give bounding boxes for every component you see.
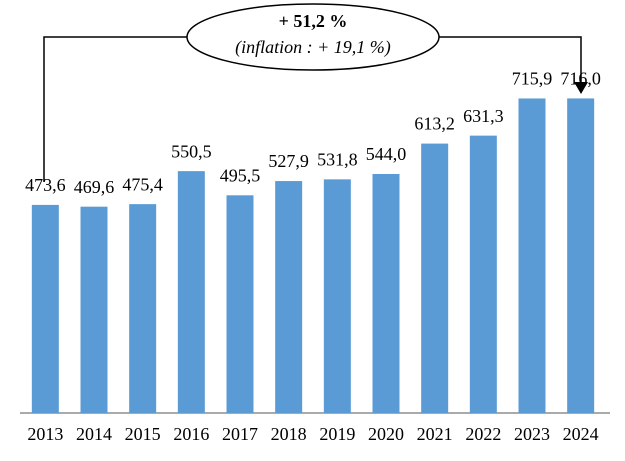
bar bbox=[80, 206, 108, 413]
bar bbox=[323, 179, 351, 413]
annotation-ellipse bbox=[186, 3, 440, 71]
x-tick-label: 2017 bbox=[222, 424, 258, 444]
bar bbox=[177, 171, 205, 413]
value-label: 475,4 bbox=[122, 174, 163, 194]
value-label: 495,5 bbox=[220, 165, 261, 185]
bar bbox=[226, 195, 254, 413]
x-tick-label: 2019 bbox=[319, 424, 355, 444]
bar bbox=[518, 98, 546, 413]
x-tick-label: 2015 bbox=[125, 424, 161, 444]
value-label: 550,5 bbox=[171, 141, 212, 161]
x-tick-label: 2014 bbox=[76, 424, 112, 444]
bar bbox=[275, 181, 303, 413]
bracket-right bbox=[439, 36, 582, 84]
value-label: 473,6 bbox=[25, 175, 66, 195]
value-label: 716,0 bbox=[560, 69, 601, 89]
bar bbox=[31, 204, 59, 413]
value-label: 613,2 bbox=[414, 114, 455, 134]
x-tick-label: 2013 bbox=[27, 424, 63, 444]
bar bbox=[469, 135, 497, 413]
x-tick-label: 2018 bbox=[271, 424, 307, 444]
x-tick-label: 2020 bbox=[368, 424, 404, 444]
bar bbox=[129, 204, 157, 413]
value-label: 715,9 bbox=[512, 69, 553, 89]
bar bbox=[372, 173, 400, 413]
x-tick-label: 2022 bbox=[465, 424, 501, 444]
value-label: 544,0 bbox=[366, 144, 407, 164]
annotation-title: + 51,2 % bbox=[279, 11, 348, 31]
bar bbox=[567, 98, 595, 413]
value-label: 469,6 bbox=[74, 177, 115, 197]
x-tick-label: 2021 bbox=[417, 424, 453, 444]
x-tick-label: 2023 bbox=[514, 424, 550, 444]
annotation-subtitle: (inflation : + 19,1 %) bbox=[235, 37, 391, 58]
x-tick-label: 2016 bbox=[173, 424, 209, 444]
arrow-head bbox=[574, 82, 588, 94]
value-label: 631,3 bbox=[463, 106, 504, 126]
value-label: 527,9 bbox=[268, 151, 309, 171]
x-tick-label: 2024 bbox=[563, 424, 599, 444]
bar bbox=[421, 143, 449, 413]
bracket-left bbox=[43, 36, 187, 182]
value-label: 531,8 bbox=[317, 149, 358, 169]
